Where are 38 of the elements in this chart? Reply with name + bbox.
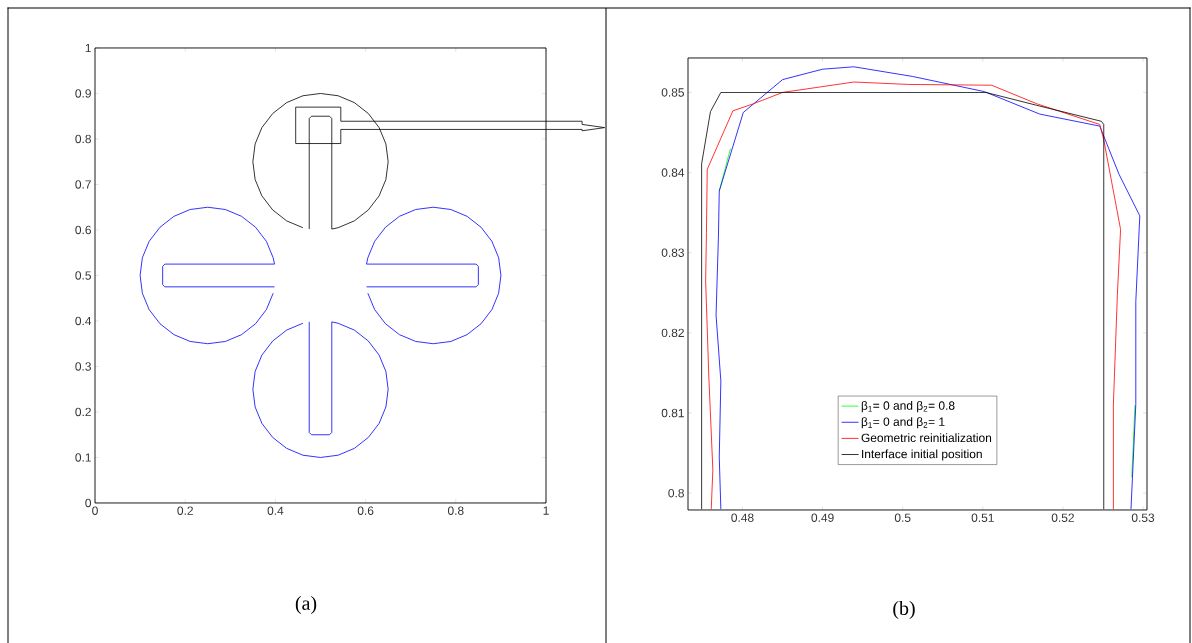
legend-label: Interface initial position bbox=[862, 449, 982, 461]
y-tick-label: 0.85 bbox=[661, 88, 684, 97]
y-tick-label: 0.9 bbox=[75, 89, 91, 98]
y-tick-label: 0.5 bbox=[75, 271, 91, 280]
y-tick-label: 0.82 bbox=[661, 328, 684, 338]
x-tick-label: 0.51 bbox=[971, 513, 994, 522]
y-tick-label: 0.8 bbox=[75, 134, 91, 144]
y-tick-label: 0.6 bbox=[75, 225, 91, 235]
y-tick-label: 0 bbox=[85, 498, 92, 508]
x-tick-label: 0.48 bbox=[731, 513, 754, 522]
line-series bbox=[366, 206, 502, 345]
legend-label: β$_{1}$= 0 and β$_{2}$= 1 bbox=[861, 417, 945, 429]
y-tick-label: 0.3 bbox=[75, 362, 91, 371]
x-tick-label: 1 bbox=[543, 506, 549, 515]
x-tick-label: 0.2 bbox=[177, 506, 193, 515]
text: (a) bbox=[295, 595, 317, 615]
y-tick-label: 1 bbox=[85, 43, 91, 53]
y-tick-label: 0.8 bbox=[668, 488, 684, 498]
line-series bbox=[139, 206, 275, 345]
x-tick-label: 0.4 bbox=[267, 506, 284, 515]
x-tick-label: 0.53 bbox=[1131, 513, 1155, 522]
y-tick-label: 0.4 bbox=[75, 316, 92, 326]
x-tick-label: 0.49 bbox=[811, 513, 834, 522]
legend-label: Geometric reinitialization bbox=[861, 433, 992, 443]
legend-label: β$_{1}$= 0 and β$_{2}$= 0.8 bbox=[861, 401, 955, 413]
y-tick-label: 0.84 bbox=[661, 168, 685, 177]
y-tick-label: 0.81 bbox=[661, 408, 684, 418]
x-tick-label: 0.8 bbox=[447, 506, 464, 515]
x-tick-label: 0.52 bbox=[1051, 513, 1074, 522]
y-tick-label: 0.1 bbox=[75, 453, 91, 462]
x-tick-label: 0 bbox=[92, 506, 98, 515]
x-tick-label: 0.5 bbox=[894, 513, 911, 522]
text: (b) bbox=[893, 600, 915, 620]
y-tick-label: 0.7 bbox=[75, 180, 91, 189]
x-tick-label: 0.6 bbox=[357, 506, 374, 515]
y-tick-label: 0.2 bbox=[75, 407, 91, 417]
line-series bbox=[252, 321, 389, 458]
y-tick-label: 0.83 bbox=[661, 248, 684, 257]
